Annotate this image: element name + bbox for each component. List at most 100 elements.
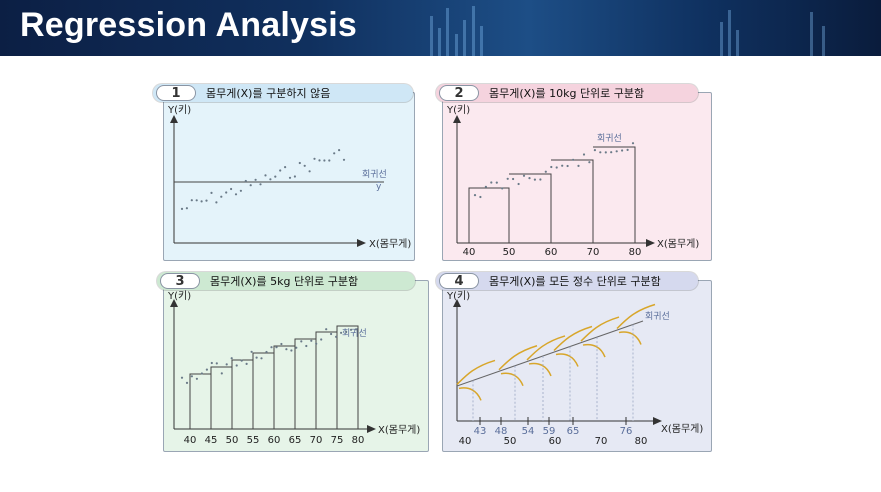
scatter-point [244,179,247,183]
x-tick-label: 50 [226,435,239,446]
step-group [294,338,317,429]
scatter-point [512,177,515,181]
scatter-point [210,361,213,365]
x-axis-label: X(몸무게) [378,424,420,436]
scatter-point [220,372,223,375]
distribution-curve [498,345,538,371]
scatter-point [522,174,526,177]
scatter-point [195,199,198,202]
x-tick-label: 70 [310,435,323,446]
scatter-point [517,182,520,186]
scatter-point [270,346,273,349]
chart-1: Y(키) X(몸무게) 회귀선 ȳ [167,104,411,250]
scatter-point [230,187,233,191]
scatter-point [566,164,569,168]
regression-line-label: 회귀선 [342,328,367,339]
scatter-point [528,177,531,180]
mean-y-label: ȳ [376,182,382,192]
scatter-point [544,170,547,173]
scatter-point [240,359,243,362]
y-axis-label: Y(키) [167,290,191,302]
distribution-curve [582,343,606,358]
y-axis-label: Y(키) [446,104,470,116]
step-group [210,366,233,429]
scatter-point [631,142,635,145]
y-axis-label: Y(키) [167,104,191,116]
scatter-point [290,349,293,352]
scatter-point [269,178,272,181]
panel-3-5kg-grouping: Y(키) X(몸무게) 회귀선 40 45 50 55 60 65 70 75 80 [163,280,429,452]
scatter-point [330,332,333,336]
distribution-curve [526,335,566,361]
panel-4-caption: 4 몸무게(X)를 모든 정수 단위로 구분함 [436,272,698,290]
scatter-point [288,176,292,179]
panel-number: 4 [439,273,479,289]
chart-3: Y(키) X(몸무게) 회귀선 40 45 50 55 60 65 70 75 80 [167,290,420,446]
x-tick-label: 80 [352,435,365,446]
scatter-point [333,152,336,155]
scatter-point [205,368,208,371]
scatter-point [593,149,596,152]
scatter-point [615,150,618,153]
scatter-point [279,169,282,172]
scatter-point [354,328,358,331]
scatter-point [245,362,248,365]
x-tick-label: 65 [567,426,580,437]
distribution-curve [458,387,482,401]
scatter-point [215,362,218,365]
panel-4-integer-grouping: 43 48 54 59 65 76 40 50 60 70 80 Y(키) X(몸무게) 회귀선 [442,280,712,452]
panel-2-10kg-grouping: Y(키) X(몸무게) 회귀선 40 50 60 70 80 [442,92,712,261]
scatter-point [295,346,298,349]
x-axis-label: X(몸무게) [369,238,411,250]
scatter-point [604,151,607,154]
scatter-point [539,178,542,181]
scatter-point [610,151,613,154]
distribution-curve [456,359,496,385]
scatter-point [621,149,624,152]
regression-line-label: 회귀선 [362,169,387,180]
x-tick-label: 40 [463,247,476,258]
scatter-point [255,356,258,359]
x-tick-label: 40 [459,436,472,447]
step-group [273,345,296,429]
scatter-point [239,189,242,192]
step-group [252,352,275,429]
scatter-point [180,376,184,379]
scatter-point [264,174,267,177]
panel-2-caption: 2 몸무게(X)를 10kg 단위로 구분함 [436,84,698,102]
scatter-point [235,364,238,367]
chart-2: Y(키) X(몸무게) 회귀선 40 50 60 70 80 [446,104,699,258]
step-groups [189,325,359,429]
x-tick-labels: 40 45 50 55 60 65 70 75 80 [184,435,365,446]
x-tick-label: 80 [629,247,642,258]
scatter-point [298,161,301,165]
x-tick-label: 76 [620,426,633,437]
scatter-point [315,342,318,345]
scatter-point [342,158,346,161]
regression-line-label: 회귀선 [597,133,622,144]
caption-text: 몸무게(X)를 구분하지 않음 [206,87,331,100]
distribution-curve [618,331,642,345]
scatter-point [490,181,493,184]
scatter-point [328,159,331,162]
panel-1-no-grouping: Y(키) X(몸무게) 회귀선 ȳ [163,92,415,261]
scatter-point [313,157,316,160]
scatter-point [254,178,257,181]
scatter-point [303,164,306,167]
panel-number: 2 [439,85,479,101]
scatter-point [349,328,353,331]
scatter-point [260,357,263,360]
chart-4: 43 48 54 59 65 76 40 50 60 70 80 Y(키) X(몸무게) 회귀선 [446,290,703,447]
scatter-point [501,187,504,190]
scatter-point [335,335,338,338]
scatter-point [484,185,487,188]
caption-text: 몸무게(X)를 10kg 단위로 구분함 [489,87,645,100]
x-tick-label: 80 [635,436,648,447]
x-tick-label: 40 [184,435,197,446]
scatter-point [582,153,586,156]
x-tick-label: 50 [503,247,516,258]
step-group [231,359,254,429]
scatter-point [340,331,343,334]
scatter-point [205,199,208,202]
scatter-point [533,178,536,181]
